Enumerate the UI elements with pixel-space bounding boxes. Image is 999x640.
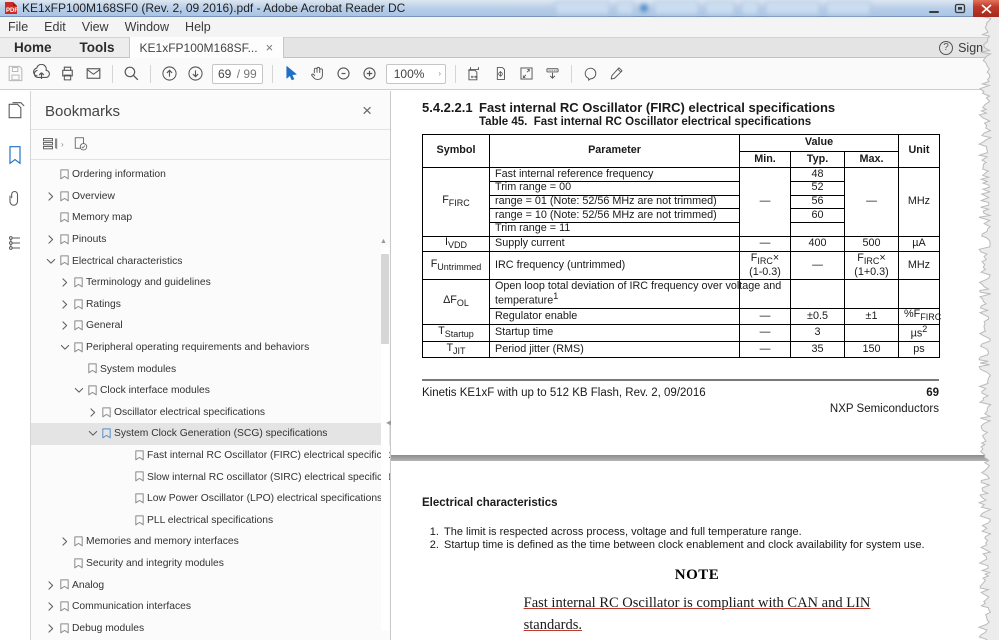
svg-text:PDF: PDF	[6, 8, 18, 14]
